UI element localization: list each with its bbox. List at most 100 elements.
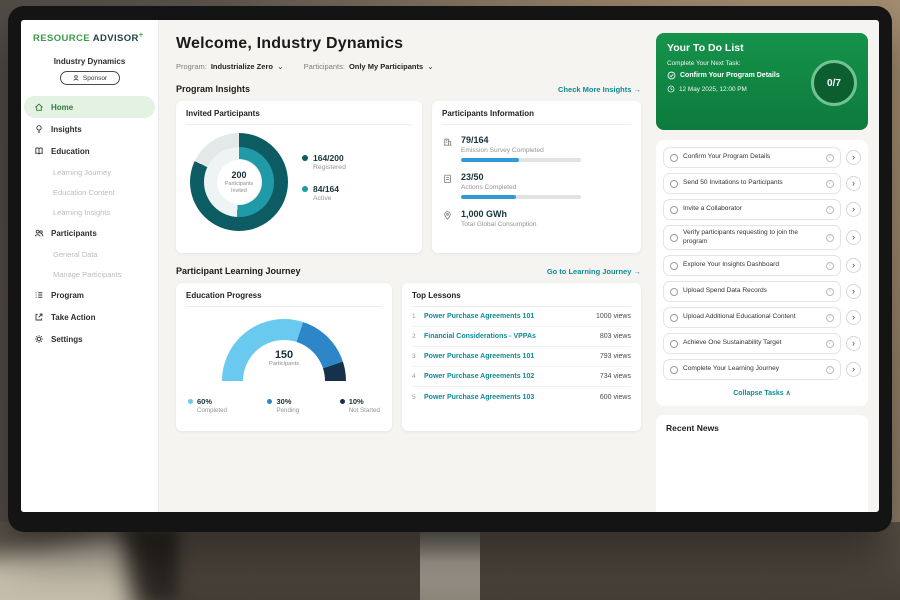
lesson-row[interactable]: 1 Power Purchase Agreements 101 1000 vie… [412,307,631,327]
go-to-learning-journey-link[interactable]: Go to Learning Journey → [547,267,641,276]
sidebar-item-label: Education [51,147,90,156]
sidebar-item-participants[interactable]: Participants [21,222,158,244]
stat-row-consumption: 1,000 GWh Total Global Consumption [442,209,631,228]
recent-news-title: Recent News [666,423,719,433]
sidebar-item-education[interactable]: Education [21,140,158,162]
task-checkbox[interactable] [670,314,678,322]
monitor-stand [420,530,480,600]
lesson-title-link[interactable]: Power Purchase Agreements 103 [424,394,600,401]
info-icon[interactable]: i [826,234,834,242]
donut-center: 200 Participants Invited [217,160,261,204]
lesson-title-link[interactable]: Power Purchase Agreements 101 [424,313,596,320]
sidebar-item-home[interactable]: Home [24,96,155,118]
sidebar-item-insights[interactable]: Insights [21,118,158,140]
task-chevron-button[interactable]: › [846,230,861,245]
task-pill[interactable]: Upload Additional Educational Content i [663,307,841,328]
program-filter[interactable]: Program: Industrialize Zero ⌄ [176,62,284,71]
lesson-title-link[interactable]: Power Purchase Agreements 102 [424,373,600,380]
task-row[interactable]: Send 50 Invitations to Participants i › [663,173,861,194]
info-icon[interactable]: i [826,340,834,348]
sidebar-item-program[interactable]: Program [21,284,158,306]
task-row[interactable]: Upload Spend Data Records i › [663,281,861,302]
lesson-row[interactable]: 2 Financial Considerations - VPPAs 803 v… [412,327,631,347]
task-checkbox[interactable] [670,340,678,348]
sidebar-item-learning-journey[interactable]: Learning Journey [21,162,158,182]
task-chevron-button[interactable]: › [846,202,861,217]
task-pill[interactable]: Send 50 Invitations to Participants i [663,173,841,194]
task-checkbox[interactable] [670,262,678,270]
chevron-right-icon: › [852,312,855,322]
task-checkbox[interactable] [670,154,678,162]
task-row[interactable]: Upload Additional Educational Content i … [663,307,861,328]
task-pill[interactable]: Confirm Your Program Details i [663,147,841,168]
task-chevron-button[interactable]: › [846,362,861,377]
insights-cards-row: Invited Participants 200 Participants In… [176,101,641,253]
info-icon[interactable]: i [826,262,834,270]
task-checkbox[interactable] [670,180,678,188]
task-row[interactable]: Achieve One Sustainability Target i › [663,333,861,354]
info-icon[interactable]: i [826,206,834,214]
sidebar-item-label: Education Content [53,188,115,197]
arrow-right-icon: → [634,267,642,276]
legend-value: 10% [349,397,380,406]
chevron-right-icon: › [852,364,855,374]
check-more-insights-link[interactable]: Check More Insights → [558,85,641,94]
lesson-title-link[interactable]: Financial Considerations - VPPAs [424,333,600,340]
task-row[interactable]: Invite a Collaborator i › [663,199,861,220]
lesson-rank: 1 [412,313,424,320]
collapse-tasks-link[interactable]: Collapse Tasks ∧ [663,385,861,403]
program-filter-value: Industrialize Zero [211,62,273,71]
lesson-row[interactable]: 4 Power Purchase Agreements 102 734 view… [412,367,631,387]
person-icon [72,74,80,82]
task-chevron-button[interactable]: › [846,336,861,351]
sidebar-item-manage-participants[interactable]: Manage Participants [21,264,158,284]
task-chevron-button[interactable]: › [846,176,861,191]
info-icon[interactable]: i [826,314,834,322]
lesson-row[interactable]: 3 Power Purchase Agreements 101 793 view… [412,347,631,367]
info-icon[interactable]: i [826,366,834,374]
task-row[interactable]: Complete Your Learning Journey i › [663,359,861,380]
info-icon[interactable]: i [826,154,834,162]
lesson-rank: 4 [412,373,424,380]
info-icon[interactable]: i [826,180,834,188]
page-title: Welcome, Industry Dynamics [176,35,641,53]
sidebar-item-education-content[interactable]: Education Content [21,182,158,202]
task-row[interactable]: Verify participants requesting to join t… [663,225,861,250]
task-checkbox[interactable] [670,288,678,296]
lesson-title-link[interactable]: Power Purchase Agreements 101 [424,353,600,360]
filters-row: Program: Industrialize Zero ⌄ Participan… [176,62,641,71]
task-checkbox[interactable] [670,234,678,242]
people-icon [34,228,44,238]
task-pill[interactable]: Upload Spend Data Records i [663,281,841,302]
list-icon [34,290,44,300]
stat-row-actions: 23/50 Actions Completed [442,172,631,199]
task-pill[interactable]: Complete Your Learning Journey i [663,359,841,380]
task-row[interactable]: Confirm Your Program Details i › [663,147,861,168]
sidebar-item-take-action[interactable]: Take Action [21,306,158,328]
task-chevron-button[interactable]: › [846,258,861,273]
task-checkbox[interactable] [670,206,678,214]
sidebar-item-settings[interactable]: Settings [21,328,158,350]
task-pill[interactable]: Invite a Collaborator i [663,199,841,220]
task-chevron-button[interactable]: › [846,310,861,325]
lesson-row[interactable]: 5 Power Purchase Agreements 103 600 view… [412,387,631,407]
task-row[interactable]: Explore Your Insights Dashboard i › [663,255,861,276]
task-pill[interactable]: Achieve One Sustainability Target i [663,333,841,354]
legend-label: Not Started [349,407,380,414]
stat-value: 1,000 GWh [461,209,537,219]
task-label: Invite a Collaborator [683,205,821,214]
sidebar-item-general-data[interactable]: General Data [21,244,158,264]
chevron-down-icon: ⌄ [277,62,284,71]
task-chevron-button[interactable]: › [846,150,861,165]
task-pill[interactable]: Explore Your Insights Dashboard i [663,255,841,276]
task-chevron-button[interactable]: › [846,284,861,299]
participants-filter[interactable]: Participants: Only My Participants ⌄ [304,62,434,71]
chevron-right-icon: › [852,152,855,162]
sponsor-badge[interactable]: Sponsor [60,71,120,85]
info-icon[interactable]: i [826,288,834,296]
legend-dot [340,399,345,404]
clipboard-icon [442,173,453,184]
task-pill[interactable]: Verify participants requesting to join t… [663,225,841,250]
sidebar-item-learning-insights[interactable]: Learning Insights [21,202,158,222]
task-checkbox[interactable] [670,366,678,374]
